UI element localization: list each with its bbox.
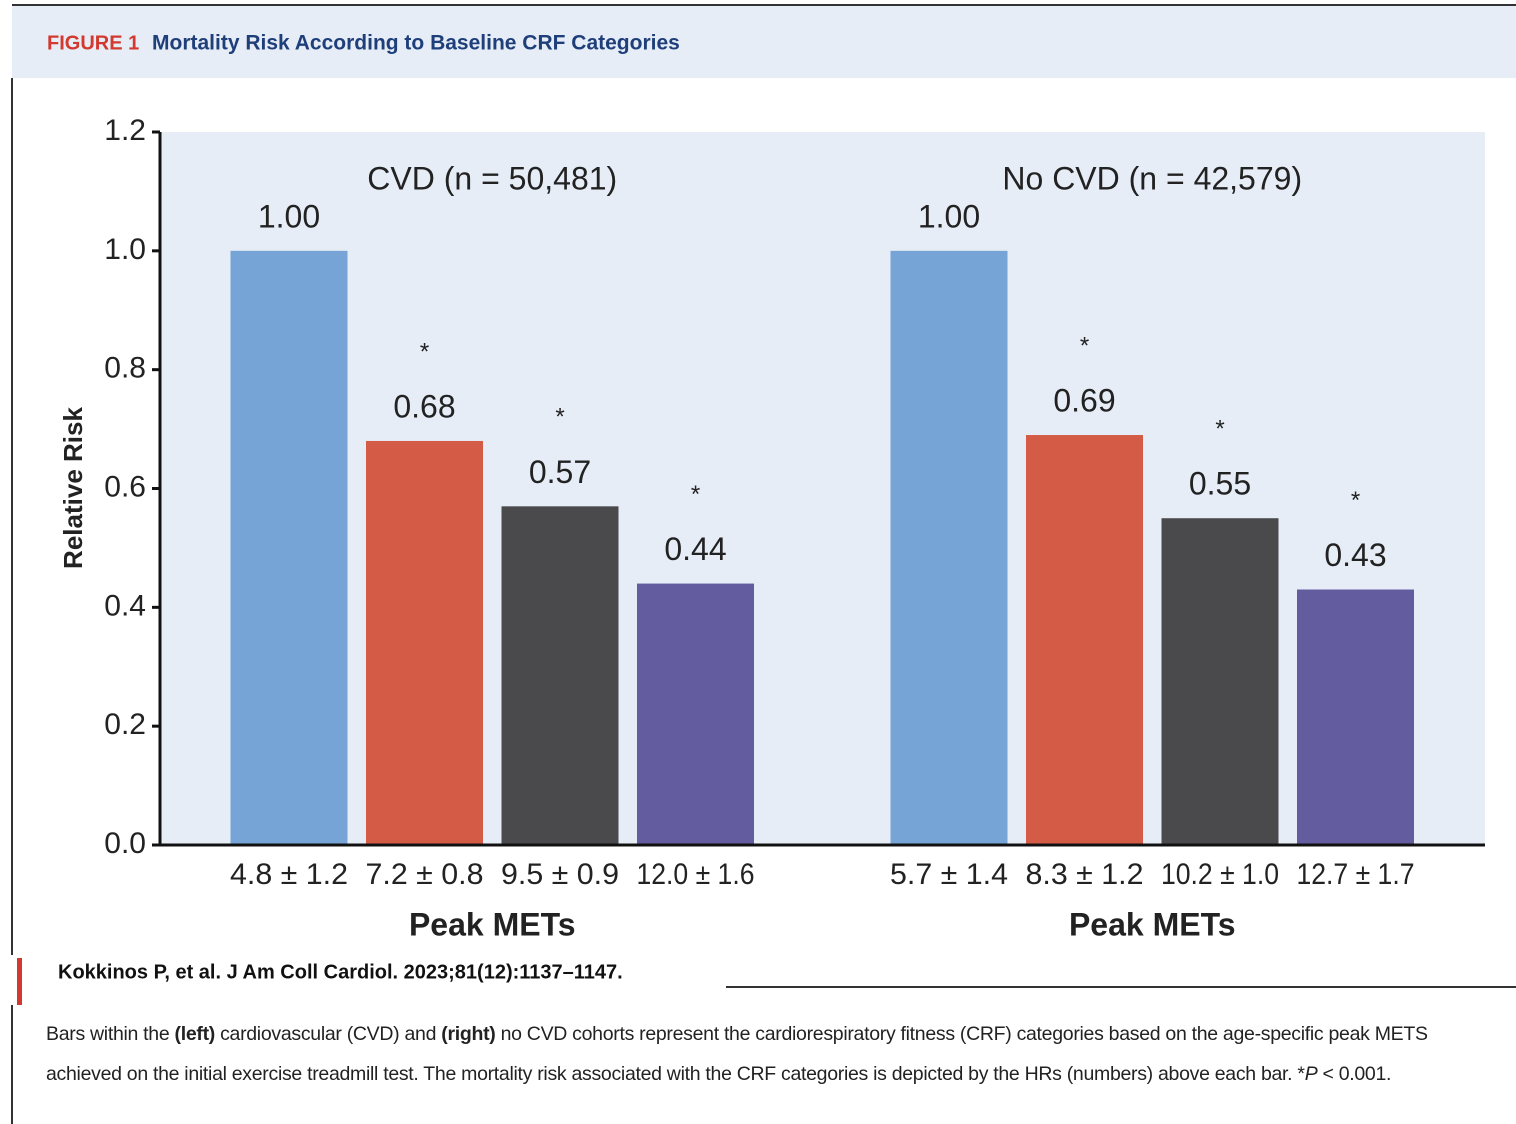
x-tick-label: 12.7 ± 1.7	[1297, 858, 1415, 891]
bar	[1297, 589, 1414, 845]
x-tick-label: 10.2 ± 1.0	[1161, 858, 1279, 891]
y-tick-label: 0.2	[104, 708, 146, 741]
bar	[1026, 435, 1143, 845]
bar	[230, 250, 348, 846]
bar	[1161, 518, 1279, 845]
x-tick-label: 7.2 ± 0.8	[366, 858, 484, 891]
figure: FIGURE 1 Mortality Risk According to Bas…	[11, 4, 1516, 1005]
caption-rule	[11, 1005, 13, 1124]
value-label: 0.43	[1324, 537, 1386, 573]
value-label: 0.55	[1189, 466, 1251, 502]
plot-background	[160, 132, 1485, 845]
value-label: 0.69	[1053, 382, 1115, 418]
x-tick-label: 4.8 ± 1.2	[230, 858, 348, 891]
caption: Bars within the (left) cardiovascular (C…	[46, 1014, 1496, 1094]
bar	[501, 506, 619, 845]
bar	[890, 250, 1008, 846]
value-label: 1.00	[918, 198, 980, 234]
bar	[637, 583, 754, 845]
y-tick-label: 0.0	[104, 827, 146, 860]
y-tick-label: 0.8	[104, 352, 146, 385]
panel-title: No CVD (n = 42,579)	[1002, 160, 1302, 196]
y-tick-label: 0.4	[104, 589, 146, 622]
caption-text: Bars within the	[46, 1023, 175, 1045]
significance-marker: *	[1080, 332, 1089, 359]
significance-marker: *	[420, 338, 429, 365]
caption-text: no CVD cohorts represent the cardiorespi…	[46, 1023, 1428, 1085]
x-tick-label: 9.5 ± 0.9	[501, 858, 619, 891]
caption-text: < 0.001.	[1317, 1063, 1392, 1085]
x-axis-label: Peak METs	[409, 906, 576, 942]
x-tick-label: 5.7 ± 1.4	[890, 858, 1008, 891]
caption-italic: P	[1304, 1063, 1318, 1085]
y-tick-label: 1.0	[104, 233, 146, 266]
x-axis-label: Peak METs	[1069, 906, 1236, 942]
header-band	[12, 5, 1516, 78]
caption-bold: (left)	[174, 1023, 216, 1045]
significance-marker: *	[1215, 416, 1224, 443]
value-label: 0.44	[664, 531, 726, 567]
chart-title: Mortality Risk According to Baseline CRF…	[152, 32, 680, 55]
citation-marker	[17, 958, 22, 1005]
value-label: 1.00	[258, 198, 320, 234]
x-tick-label: 12.0 ± 1.6	[637, 858, 755, 891]
value-label: 0.57	[529, 454, 591, 490]
significance-marker: *	[1351, 487, 1360, 514]
plot: 0.0 0.2 0.4 0.6 0.8 1.0 1.2 CVD (n = 50,481) Pea…	[104, 114, 1414, 943]
significance-marker: *	[555, 404, 564, 431]
caption-bold: (right)	[441, 1023, 496, 1045]
y-tick-label: 0.6	[104, 470, 146, 503]
bar	[366, 440, 483, 845]
caption-text: cardiovascular (CVD) and	[214, 1023, 442, 1045]
figure-label: FIGURE 1	[47, 32, 139, 54]
value-label: 0.68	[393, 388, 455, 424]
citation: Kokkinos P, et al. J Am Coll Cardiol. 20…	[58, 961, 623, 983]
y-tick-label: 1.2	[104, 114, 146, 147]
significance-marker: *	[691, 481, 700, 508]
x-tick-label: 8.3 ± 1.2	[1026, 858, 1144, 891]
panel-title: CVD (n = 50,481)	[367, 160, 617, 196]
y-axis-label: Relative Risk	[58, 407, 88, 569]
